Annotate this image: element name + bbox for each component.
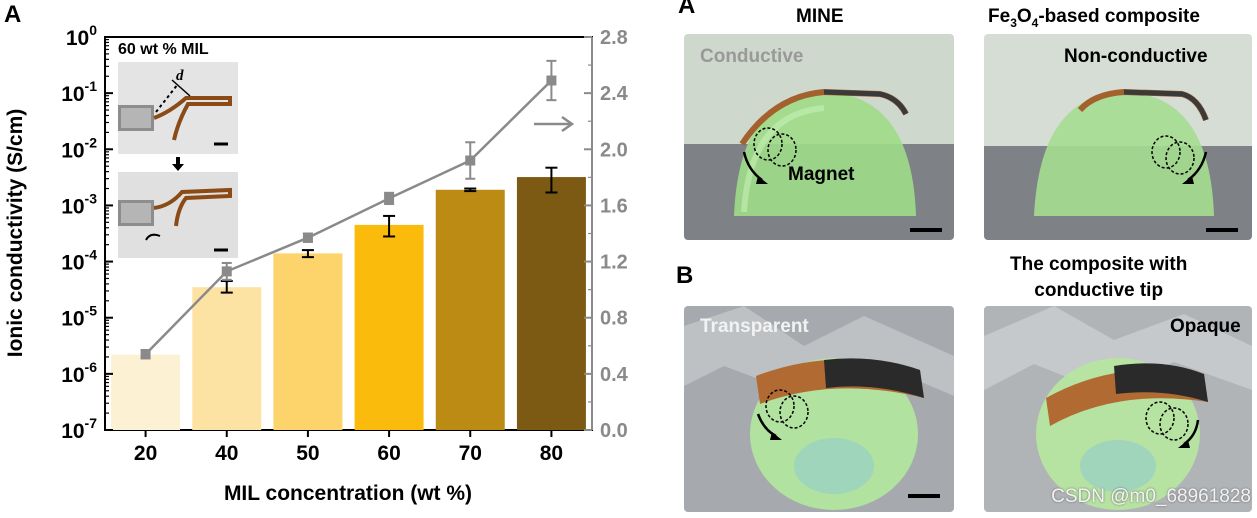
y-tick-label--2: 10-2 (61, 134, 97, 162)
y-tick-exponent--1: -1 (85, 78, 98, 94)
y2-tick-label-0.8: 0.8 (600, 308, 628, 330)
x-tick-label-50: 50 (296, 442, 319, 465)
panel-letter-a2: A (678, 0, 696, 19)
photo-transparent: Transparent (684, 306, 954, 512)
photo-title-composite: The composite with conductive tip (1010, 252, 1187, 304)
bar-20 (111, 354, 181, 430)
x-tick-label-40: 40 (215, 442, 238, 465)
inset-photo-bottom (118, 172, 238, 258)
y2-tick-label-2.4: 2.4 (600, 83, 629, 105)
photo-mine-conductive: Conductive Magnet (684, 34, 954, 240)
x-tick-label-60: 60 (377, 442, 400, 465)
bar-70 (435, 189, 505, 430)
y-tick-label--6: 10-6 (61, 359, 97, 387)
bar-40 (192, 287, 262, 430)
inset-photos: 60 wt % MIL d (118, 41, 238, 258)
fe3o4-sub-4: 4 (1031, 15, 1039, 30)
y2-tick-label-1.2: 1.2 (600, 252, 628, 274)
label-non-conductive: Non-conductive (1064, 46, 1208, 67)
y-tick-exponent--3: -3 (85, 190, 98, 206)
bars-layer (111, 166, 586, 430)
inset-down-arrow-icon (172, 157, 184, 171)
y-tick-label--5: 10-5 (61, 303, 97, 331)
mag-point-60 (384, 193, 395, 204)
scale-bar (910, 228, 942, 232)
magnetization-line-layer (140, 59, 557, 360)
y-tick-exponent--4: -4 (85, 247, 98, 263)
y-tick-label-0: 100 (66, 22, 97, 50)
x-tick-label-20: 20 (134, 442, 157, 465)
y-tick-label--3: 10-3 (61, 190, 97, 218)
right-axis-arrow-icon (534, 115, 575, 133)
y-tick-label--1: 10-1 (61, 78, 97, 106)
photo-fe3o4-nonconductive: Non-conductive (984, 34, 1252, 240)
y-tick-exponent--7: -7 (85, 415, 98, 431)
y2-tick-label-0.0: 0.0 (600, 420, 628, 442)
label-opaque: Opaque (1170, 316, 1241, 337)
inset-label: 60 wt % MIL (118, 41, 209, 58)
inset-photo-top: d (118, 62, 238, 154)
photo-opaque-illustration (984, 306, 1252, 512)
y-tick-label--7: 10-7 (61, 415, 97, 443)
y-axis-title: Ionic conductivity (S/cm) (4, 109, 27, 358)
photo-title-composite-line1: The composite with (1010, 254, 1188, 275)
y-tick-exponent--5: -5 (85, 303, 98, 319)
mag-point-20 (140, 349, 151, 360)
magnetization-line (144, 79, 553, 356)
fe3o4-sub-3: 3 (1010, 15, 1017, 30)
fe3o4-tail: -based composite (1038, 6, 1200, 27)
y-tick-exponent--6: -6 (85, 359, 98, 375)
y2-tick-label-2.0: 2.0 (600, 139, 628, 161)
inset-distance-symbol: d (176, 68, 184, 84)
x-tick-label-80: 80 (540, 442, 563, 465)
label-transparent: Transparent (700, 316, 809, 337)
fe3o4-fe: Fe (988, 6, 1011, 27)
photo-transparent-illustration (684, 306, 954, 512)
bar-80 (516, 177, 586, 430)
y-tick-label--4: 10-4 (61, 247, 97, 275)
photo-title-composite-line2: conductive tip (1034, 280, 1164, 301)
mag-point-50 (302, 232, 313, 243)
bar-60 (354, 224, 424, 430)
panel-letter-b: B (676, 262, 694, 289)
y2-tick-label-2.8: 2.8 (600, 27, 628, 49)
conductivity-magnetization-chart: A Ionic conductivity (S/cm) Magnetizatio… (4, 1, 629, 505)
mag-point-80 (546, 75, 557, 86)
photo-title-mine: MINE (796, 6, 844, 27)
photo-opaque: Opaque (984, 306, 1252, 512)
label-magnet: Magnet (788, 164, 855, 185)
y-tick-exponent-0: 0 (89, 22, 97, 38)
scale-bar (1206, 228, 1238, 232)
watermark: CSDN @m0_68961828 (1051, 486, 1251, 507)
y-tick-exponent--2: -2 (85, 134, 98, 150)
photo-mine-illustration (684, 34, 954, 240)
fe3o4-o: O (1016, 6, 1032, 27)
y2-tick-label-1.6: 1.6 (600, 195, 628, 217)
y2-tick-label-0.4: 0.4 (600, 364, 629, 386)
label-conductive: Conductive (700, 46, 804, 67)
mag-point-70 (465, 155, 476, 166)
mag-point-40 (221, 266, 232, 277)
photo-fe3o4-illustration (984, 34, 1252, 240)
ticks-layer: 100 10-1 10-2 10-3 10-4 10-5 10-6 10-7 2.8 2.4 2.0… (61, 22, 628, 465)
x-axis-title: MIL concentration (wt %) (224, 482, 472, 505)
bar-50 (273, 253, 343, 430)
scale-bar (908, 494, 940, 498)
x-tick-label-70: 70 (459, 442, 482, 465)
panel-letter-a: A (4, 1, 21, 28)
photo-title-fe3o4: Fe3O4-based composite (988, 6, 1200, 30)
